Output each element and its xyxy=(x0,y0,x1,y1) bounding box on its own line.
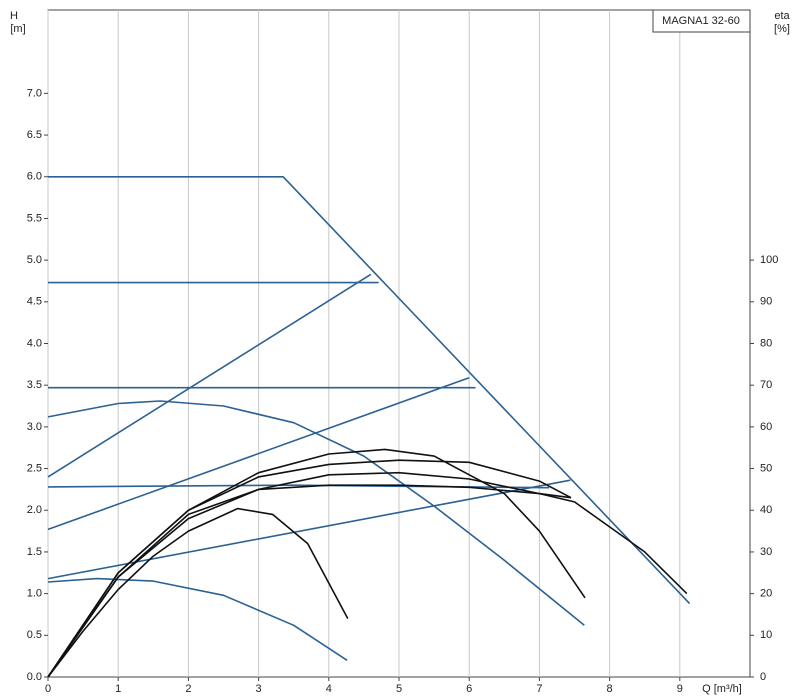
y-tick-label: 4.5 xyxy=(27,296,42,308)
curve xyxy=(47,400,585,626)
x-tick-label: 7 xyxy=(536,683,542,695)
y2-tick-label: 10 xyxy=(760,629,772,641)
y-tick-label: 1.0 xyxy=(27,588,42,600)
y-tick-label: 0.5 xyxy=(27,629,42,641)
y2-tick-label: 90 xyxy=(760,296,772,308)
y-tick-label: 2.5 xyxy=(27,462,42,474)
curve xyxy=(48,176,691,605)
grid xyxy=(47,10,681,677)
y-tick-label: 1.5 xyxy=(27,546,42,558)
y-tick-label: 7.0 xyxy=(27,87,42,99)
legend-title: MAGNA1 32-60 xyxy=(662,15,740,27)
y-tick-label: 3.0 xyxy=(27,421,42,433)
y2-tick-label: 80 xyxy=(760,337,772,349)
x-tick-label: 8 xyxy=(607,683,613,695)
y2-tick-label: 100 xyxy=(760,254,778,266)
y-tick-label: 5.0 xyxy=(27,254,42,266)
x-tick-label: 9 xyxy=(677,683,683,695)
y-tick-label: 6.5 xyxy=(27,129,42,141)
curve xyxy=(47,484,572,678)
y2-tick-label: 60 xyxy=(760,421,772,433)
y-tick-label: 6.0 xyxy=(27,171,42,183)
curve xyxy=(47,459,572,678)
curve xyxy=(47,507,349,678)
y2-axis-label: eta xyxy=(774,10,790,22)
y2-tick-label: 40 xyxy=(760,504,772,516)
x-tick-label: 4 xyxy=(326,683,332,695)
legend-box xyxy=(652,9,751,33)
curve xyxy=(47,577,348,661)
y-tick-label: 2.0 xyxy=(27,504,42,516)
y2-tick-label: 20 xyxy=(760,588,772,600)
y2-tick-label: 50 xyxy=(760,462,772,474)
y-tick-label: 5.5 xyxy=(27,212,42,224)
x-tick-label: 3 xyxy=(256,683,262,695)
y-tick-label: 0.0 xyxy=(27,671,42,683)
y-tick-label: 3.5 xyxy=(27,379,42,391)
curves xyxy=(47,176,691,678)
y2-axis-unit: [%] xyxy=(774,23,790,35)
y-tick-label: 4.0 xyxy=(27,337,42,349)
x-tick-label: 1 xyxy=(115,683,121,695)
x-tick-label: 6 xyxy=(466,683,472,695)
curve xyxy=(47,376,470,531)
y2-tick-label: 70 xyxy=(760,379,772,391)
x-tick-label: 5 xyxy=(396,683,402,695)
curve xyxy=(47,471,688,678)
x-tick-label: 0 xyxy=(45,683,51,695)
x-tick-label: 2 xyxy=(185,683,191,695)
curve xyxy=(47,479,571,580)
x-axis-label: Q [m³/h] xyxy=(702,683,742,695)
curve xyxy=(47,273,372,478)
y-axis-label: H xyxy=(10,10,18,22)
y2-tick-label: 30 xyxy=(760,546,772,558)
y-axis-unit: [m] xyxy=(10,23,25,35)
y2-tick-label: 0 xyxy=(760,671,766,683)
